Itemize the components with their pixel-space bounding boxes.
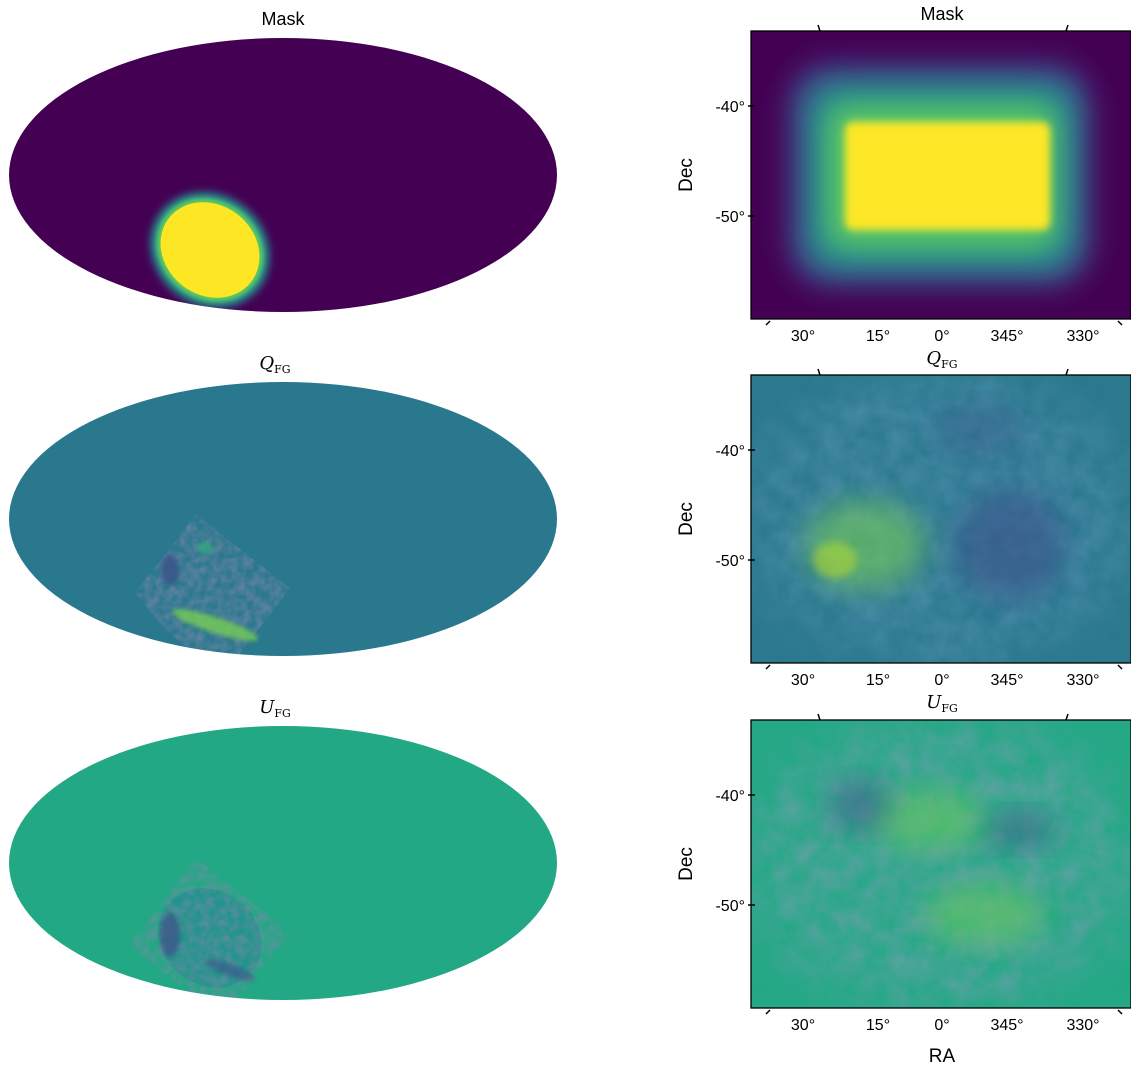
x-tick-mark [1065,24,1069,32]
plot-frame [750,719,1131,1009]
x-tick-mark [1065,713,1069,721]
x-tick-mark [765,1009,771,1015]
x-tick-mark [1117,664,1123,670]
y-tick-label: -50° [715,553,745,570]
panel-title: UFG [926,692,958,715]
x-tick-mark [817,24,821,32]
x-tick-label: 0° [934,328,949,345]
cartesian-q-panel: QFG 30° 15° 0° 345° 330° -40° -50° Dec [676,348,1131,689]
x-tick-mark [817,368,821,376]
x-tick-label: 0° [934,1017,949,1034]
x-tick-label: 15° [866,328,890,345]
q-bright-streak [172,609,258,641]
y-tick-label: -50° [715,209,745,226]
cartesian-mask-panel: Mask 30° 15° 0° 345° 330° -40° -50° Dec [676,4,1131,345]
x-tick-label: 345° [990,1017,1023,1034]
x-tick-mark [1117,320,1123,326]
y-axis-label: Dec [676,847,697,881]
plot-frame [750,30,1131,320]
x-tick-mark [1117,1009,1123,1015]
x-tick-label: 30° [791,328,815,345]
mollweide-q-panel: QFG [9,353,557,656]
x-tick-label: 15° [866,672,890,689]
mask-patch [845,122,1050,230]
x-tick-label: 15° [866,1017,890,1034]
plot-frame [750,374,1131,664]
x-tick-mark [765,320,771,326]
x-tick-label: 345° [990,672,1023,689]
panel-title: QFG [259,353,290,376]
x-tick-mark [1065,368,1069,376]
mask-patch [160,202,260,298]
x-tick-label: 30° [791,1017,815,1034]
sky-ellipse [9,38,557,312]
panel-title: UFG [259,697,291,720]
mollweide-u-panel: UFG [9,697,557,1000]
panel-title: Mask [261,9,305,29]
panel-title: Mask [920,4,964,24]
panel-title: QFG [926,348,957,371]
x-tick-label: 30° [791,672,815,689]
sky-ellipse [9,726,557,1000]
x-tick-label: 330° [1066,1017,1099,1034]
cartesian-u-panel: UFG 30° 15° 0° 345° 330° -40° -50° Dec RA [676,692,1131,1067]
x-tick-mark [765,664,771,670]
x-tick-label: 0° [934,672,949,689]
sky-ellipse [9,382,557,656]
y-tick-label: -40° [715,788,745,805]
y-tick-label: -40° [715,443,745,460]
y-axis-label: Dec [676,158,697,192]
x-axis-label: RA [929,1046,956,1067]
y-axis-label: Dec [676,502,697,536]
x-tick-label: 330° [1066,328,1099,345]
mollweide-mask-panel: Mask [9,9,557,312]
x-tick-label: 345° [990,328,1023,345]
y-tick-label: -50° [715,898,745,915]
x-tick-mark [817,713,821,721]
y-tick-label: -40° [715,99,745,116]
x-tick-label: 330° [1066,672,1099,689]
